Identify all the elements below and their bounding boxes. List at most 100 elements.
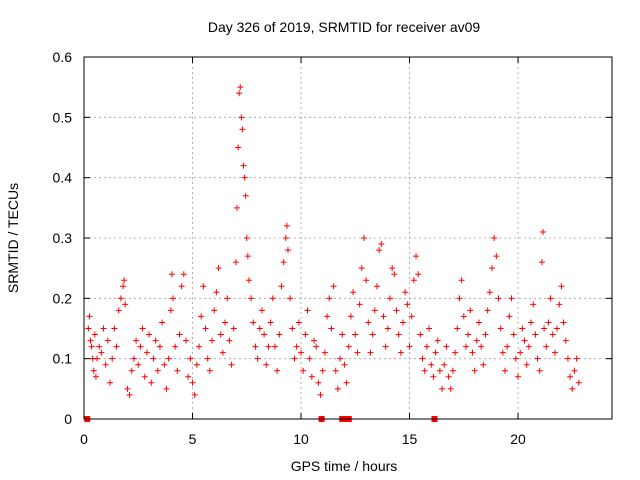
data-point: [475, 319, 482, 326]
data-point: [85, 325, 92, 332]
data-point: [228, 361, 235, 368]
data-point: [517, 349, 524, 356]
data-point: [289, 325, 296, 332]
data-point: [209, 337, 216, 344]
data-point: [198, 313, 205, 320]
data-point: [371, 307, 378, 314]
data-point: [404, 301, 411, 308]
data-point: [567, 373, 574, 380]
data-point: [193, 361, 200, 368]
data-point: [291, 355, 298, 362]
data-point: [100, 325, 107, 332]
y-tick-label: 0.5: [53, 109, 73, 125]
data-point: [324, 313, 331, 320]
data-point: [571, 367, 578, 374]
data-point: [560, 319, 567, 326]
data-point: [196, 343, 203, 350]
y-axis-label: SRMTID / TECUs: [5, 183, 21, 293]
data-point: [137, 343, 144, 350]
data-point: [238, 114, 245, 121]
data-point: [165, 355, 172, 362]
data-point: [413, 253, 420, 260]
data-point: [532, 331, 539, 338]
data-point: [261, 331, 268, 338]
data-point: [117, 295, 124, 302]
y-tick-label: 0.6: [53, 49, 73, 65]
data-point: [143, 349, 150, 356]
data-point: [185, 373, 192, 380]
data-point: [284, 247, 291, 254]
data-point: [135, 361, 142, 368]
data-point: [521, 337, 528, 344]
data-point: [222, 319, 229, 326]
data-point: [191, 391, 198, 398]
data-point: [96, 343, 103, 350]
data-point: [469, 349, 476, 356]
data-point: [274, 367, 281, 374]
data-point: [237, 84, 244, 91]
data-point: [417, 331, 424, 338]
data-point: [278, 283, 285, 290]
data-point: [350, 289, 357, 296]
data-point: [217, 331, 224, 338]
data-point: [267, 319, 274, 326]
data-point: [497, 325, 504, 332]
data-point: [148, 379, 155, 386]
data-point: [233, 204, 240, 211]
data-point: [269, 295, 276, 302]
data-point: [421, 367, 428, 374]
data-point: [326, 295, 333, 302]
data-point: [528, 319, 535, 326]
data-point: [159, 319, 166, 326]
data-point: [102, 361, 109, 368]
data-point: [543, 343, 550, 350]
data-point: [167, 307, 174, 314]
data-point: [139, 325, 146, 332]
data-point: [358, 265, 365, 272]
data-point: [352, 331, 359, 338]
data-point: [573, 355, 580, 362]
data-point: [282, 235, 289, 241]
data-point: [317, 391, 324, 398]
data-point: [213, 289, 220, 296]
data-point: [564, 355, 571, 362]
data-point: [363, 277, 370, 284]
data-point: [410, 277, 417, 284]
data-point: [232, 259, 239, 266]
data-point: [161, 361, 168, 368]
data-point: [415, 271, 422, 278]
data-point: [478, 343, 485, 350]
data-point: [287, 295, 294, 302]
data-point: [462, 343, 469, 350]
data-point: [380, 313, 387, 320]
data-point: [332, 367, 339, 374]
data-point: [92, 373, 99, 380]
data-point: [504, 343, 511, 350]
data-point: [347, 313, 354, 320]
data-point: [224, 295, 231, 302]
data-point: [174, 367, 181, 374]
data-point: [386, 295, 393, 302]
data-point: [226, 337, 233, 344]
data-point: [471, 367, 478, 374]
data-point: [369, 331, 376, 338]
data-point: [343, 379, 350, 386]
data-point: [120, 283, 127, 290]
data-point: [393, 307, 400, 314]
data-point: [263, 361, 270, 368]
data-point: [311, 337, 318, 344]
data-point: [152, 337, 159, 344]
data-point: [384, 325, 391, 332]
data-point: [454, 325, 461, 332]
y-tick-label: 0.4: [53, 170, 73, 186]
data-point: [308, 373, 315, 380]
data-point: [241, 174, 248, 181]
data-point: [245, 277, 252, 284]
data-point: [373, 283, 380, 290]
data-point: [242, 192, 249, 199]
data-point: [491, 235, 498, 241]
data-point: [91, 331, 98, 338]
data-point: [443, 343, 450, 350]
data-point: [215, 265, 222, 272]
